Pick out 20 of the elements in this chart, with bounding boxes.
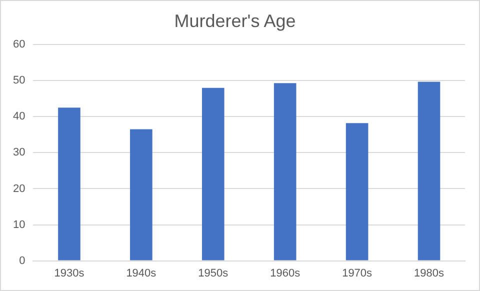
bar: [274, 83, 296, 260]
y-tick-label: 10: [12, 218, 26, 231]
x-tick-label: 1970s: [342, 267, 373, 280]
x-tick-label: 1950s: [198, 267, 229, 280]
x-tick-label: 1960s: [270, 267, 301, 280]
bar: [418, 82, 440, 260]
y-tick-label: 30: [12, 146, 26, 159]
bar: [58, 108, 80, 260]
y-tick-label: 20: [12, 182, 26, 195]
bar: [130, 129, 152, 260]
bar: [346, 123, 368, 260]
x-tick-label: 1940s: [126, 267, 157, 280]
x-tick-label: 1980s: [414, 267, 444, 280]
chart-title: Murderer's Age: [174, 10, 296, 31]
x-tick-label: 1930s: [54, 267, 85, 280]
y-tick-label: 0: [19, 254, 26, 267]
bar: [202, 88, 224, 260]
y-tick-label: 60: [12, 38, 26, 51]
y-tick-label: 40: [12, 110, 26, 123]
y-tick-label: 50: [12, 74, 26, 87]
